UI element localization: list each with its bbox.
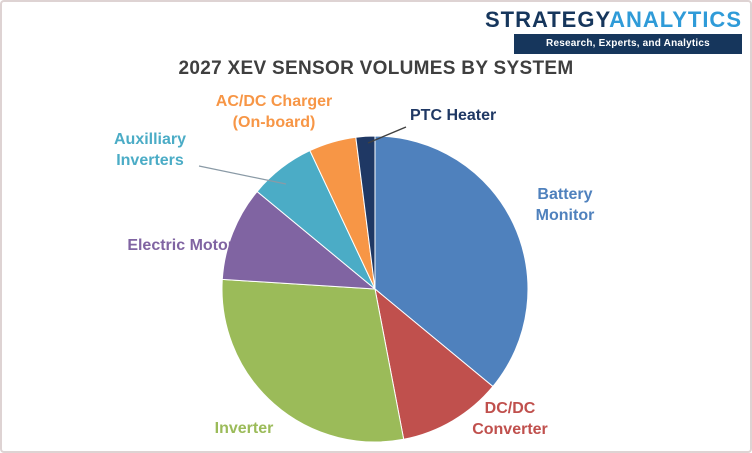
ptc-heater-leader-line [367, 126, 407, 144]
strategy-analytics-logo: STRATEGYANALYTICS Research, Experts, and… [484, 7, 742, 55]
pie-slice-battery-monitor [374, 135, 529, 388]
label-inverter: Inverter [214, 420, 274, 437]
label-electric-motor: Electric Motor [127, 237, 234, 254]
logo-tagline-bar: Research, Experts, and Analytics [514, 34, 742, 55]
pie-slice-electric-motor [221, 190, 377, 290]
logo-analytics-text: ANALYTICS [609, 7, 742, 32]
logo-strategy-text: STRATEGY [484, 7, 610, 32]
chart-title: 2027 XEV SENSOR VOLUMES BY SYSTEM [178, 58, 574, 79]
label-auxilliary-inverters: Auxilliary Inverters [113, 131, 187, 169]
pie-slice-inverter [221, 278, 405, 443]
pie-slice-ptc-heater [355, 135, 376, 290]
pie-slices [221, 135, 529, 443]
logo-wordmark: STRATEGYANALYTICS [484, 7, 742, 32]
label-battery-monitor: Battery Monitor [535, 186, 595, 224]
logo-tagline: Research, Experts, and Analytics [546, 38, 710, 50]
auxilliary-inverters-leader-line [198, 165, 287, 185]
label-acdc-charger: AC/DC Charger (On-board) [215, 93, 333, 131]
label-dcdc-converter: DC/DC Converter [472, 400, 548, 438]
pie-slice-dc-dc-converter [374, 287, 494, 440]
label-ptc-heater: PTC Heater [410, 107, 497, 124]
